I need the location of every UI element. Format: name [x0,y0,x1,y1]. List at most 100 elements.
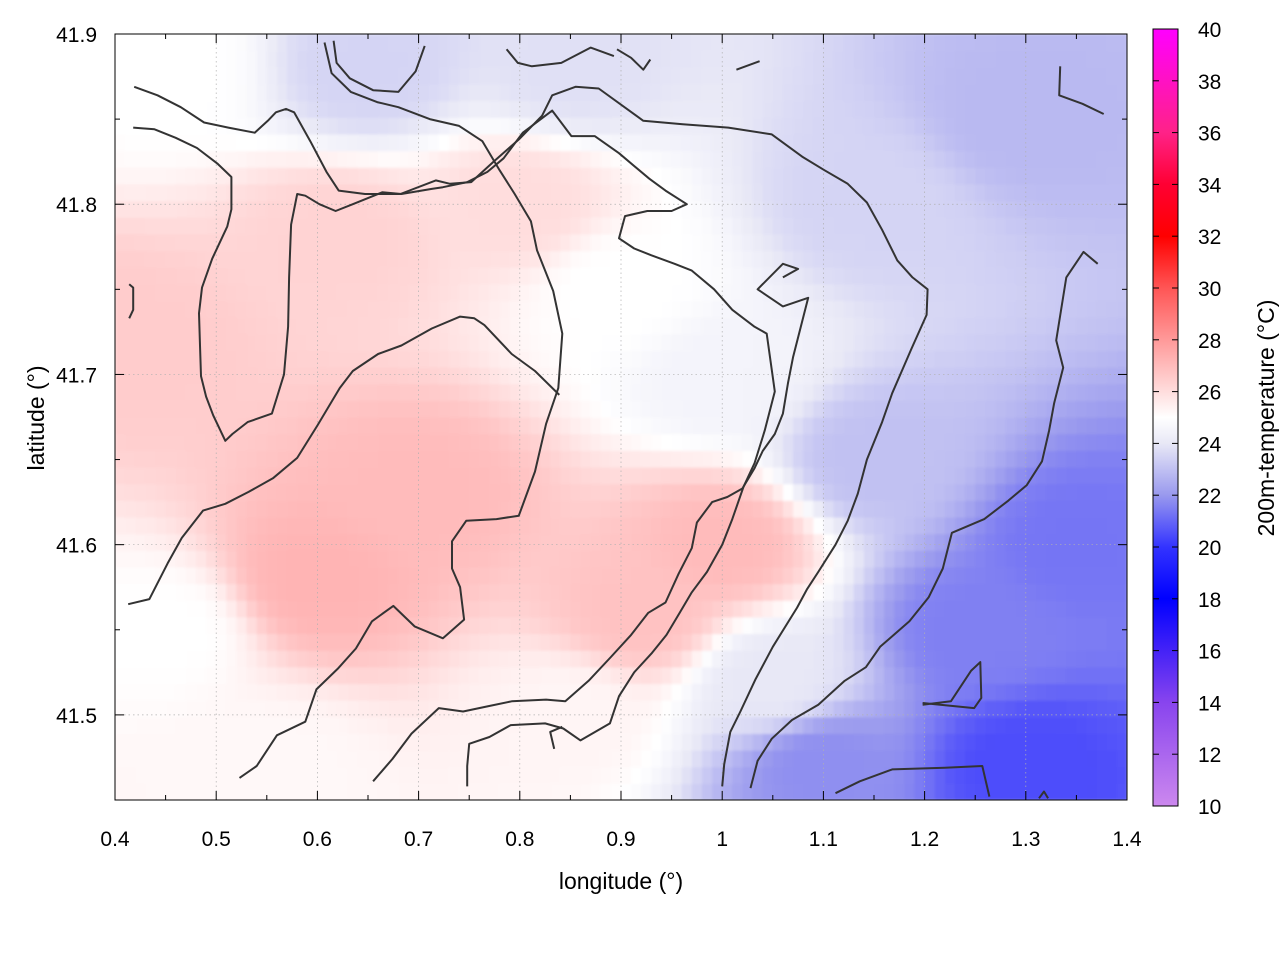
heatmap-cell [388,500,399,518]
heatmap-cell [1086,150,1098,168]
heatmap-cell [863,400,875,418]
heatmap-cell [904,167,916,185]
heatmap-cell [651,633,663,651]
heatmap-cell [995,650,1007,668]
heatmap-cell [479,100,491,118]
heatmap-cell [975,700,986,718]
heatmap-cell [762,317,774,335]
heatmap-cell [398,766,410,784]
heatmap-cell [1086,317,1098,335]
heatmap-cell [175,250,187,268]
heatmap-cell [874,183,885,202]
heatmap-cell [368,400,379,418]
heatmap-cell [661,217,673,235]
heatmap-cell [347,417,359,435]
heatmap-cell [195,516,207,535]
heatmap-cell [874,367,885,385]
heatmap-cell [317,683,329,701]
heatmap-cell [550,616,561,635]
heatmap-cell [954,716,966,734]
heatmap-cell [874,133,885,152]
heatmap-cell [287,566,298,585]
heatmap-cell [519,683,531,701]
heatmap-cell [529,566,541,585]
heatmap-cell [833,50,845,68]
heatmap-cell [975,483,986,501]
heatmap-cell [621,267,632,285]
heatmap-cell [519,150,531,168]
heatmap-cell [641,516,652,535]
heatmap-cell [347,450,359,468]
heatmap-cell [317,383,329,401]
heatmap-cell [125,733,136,751]
heatmap-cell [519,600,531,618]
heatmap-cell [550,483,561,501]
heatmap-cell [600,117,612,135]
heatmap-cell [206,700,217,718]
heatmap-cell [216,250,227,268]
heatmap-cell [317,267,329,285]
heatmap-cell [368,117,379,135]
heatmap-cell [509,317,521,335]
heatmap-cell [489,700,501,718]
heatmap-cell [803,666,814,685]
heatmap-cell [185,616,197,635]
heatmap-cell [246,616,258,635]
heatmap-cell [732,267,744,285]
heatmap-cell [803,67,814,85]
heatmap-cell [1015,250,1027,268]
heatmap-cell [965,783,976,800]
heatmap-cell [944,34,956,52]
heatmap-cell [894,317,905,335]
heatmap-cell [540,300,551,318]
heatmap-cell [934,733,946,751]
heatmap-cell [368,716,379,734]
heatmap-cell [398,67,410,85]
heatmap-cell [357,616,369,635]
heatmap-cell [924,150,936,168]
heatmap-cell [499,217,511,235]
heatmap-cell [378,750,389,768]
heatmap-cell [570,233,582,252]
heatmap-cell [954,400,966,418]
heatmap-cell [1066,600,1077,618]
heatmap-cell [398,367,410,385]
heatmap-cell [307,133,318,152]
heatmap-cell [621,700,632,718]
heatmap-cell [904,716,916,734]
heatmap-cell [752,516,764,535]
heatmap-cell [408,533,420,551]
heatmap-cell [266,516,278,535]
heatmap-cell [975,650,986,668]
heatmap-cell [175,367,187,385]
heatmap-cell [459,250,470,268]
heatmap-cell [904,500,916,518]
heatmap-cell [762,233,774,252]
heatmap-cell [327,616,339,635]
heatmap-cell [762,367,774,385]
heatmap-cell [1116,350,1127,368]
heatmap-cell [1066,67,1077,85]
heatmap-cell [256,417,268,435]
heatmap-cell [246,516,258,535]
heatmap-cell [1076,167,1088,185]
heatmap-cell [125,500,136,518]
heatmap-cell [256,217,268,235]
heatmap-cell [813,750,824,768]
heatmap-cell [914,100,926,118]
heatmap-cell [1035,217,1047,235]
heatmap-cell [631,283,642,302]
heatmap-cell [934,350,946,368]
heatmap-cell [165,633,177,651]
heatmap-cell [185,233,197,252]
heatmap-cell [985,383,997,401]
heatmap-cell [357,417,369,435]
heatmap-cell [226,283,238,302]
heatmap-cell [813,666,824,685]
heatmap-cell [1005,766,1017,784]
heatmap-cell [1096,683,1108,701]
heatmap-cell [378,516,389,535]
heatmap-cell [560,450,571,468]
heatmap-cell [904,133,916,152]
heatmap-cell [297,300,308,318]
